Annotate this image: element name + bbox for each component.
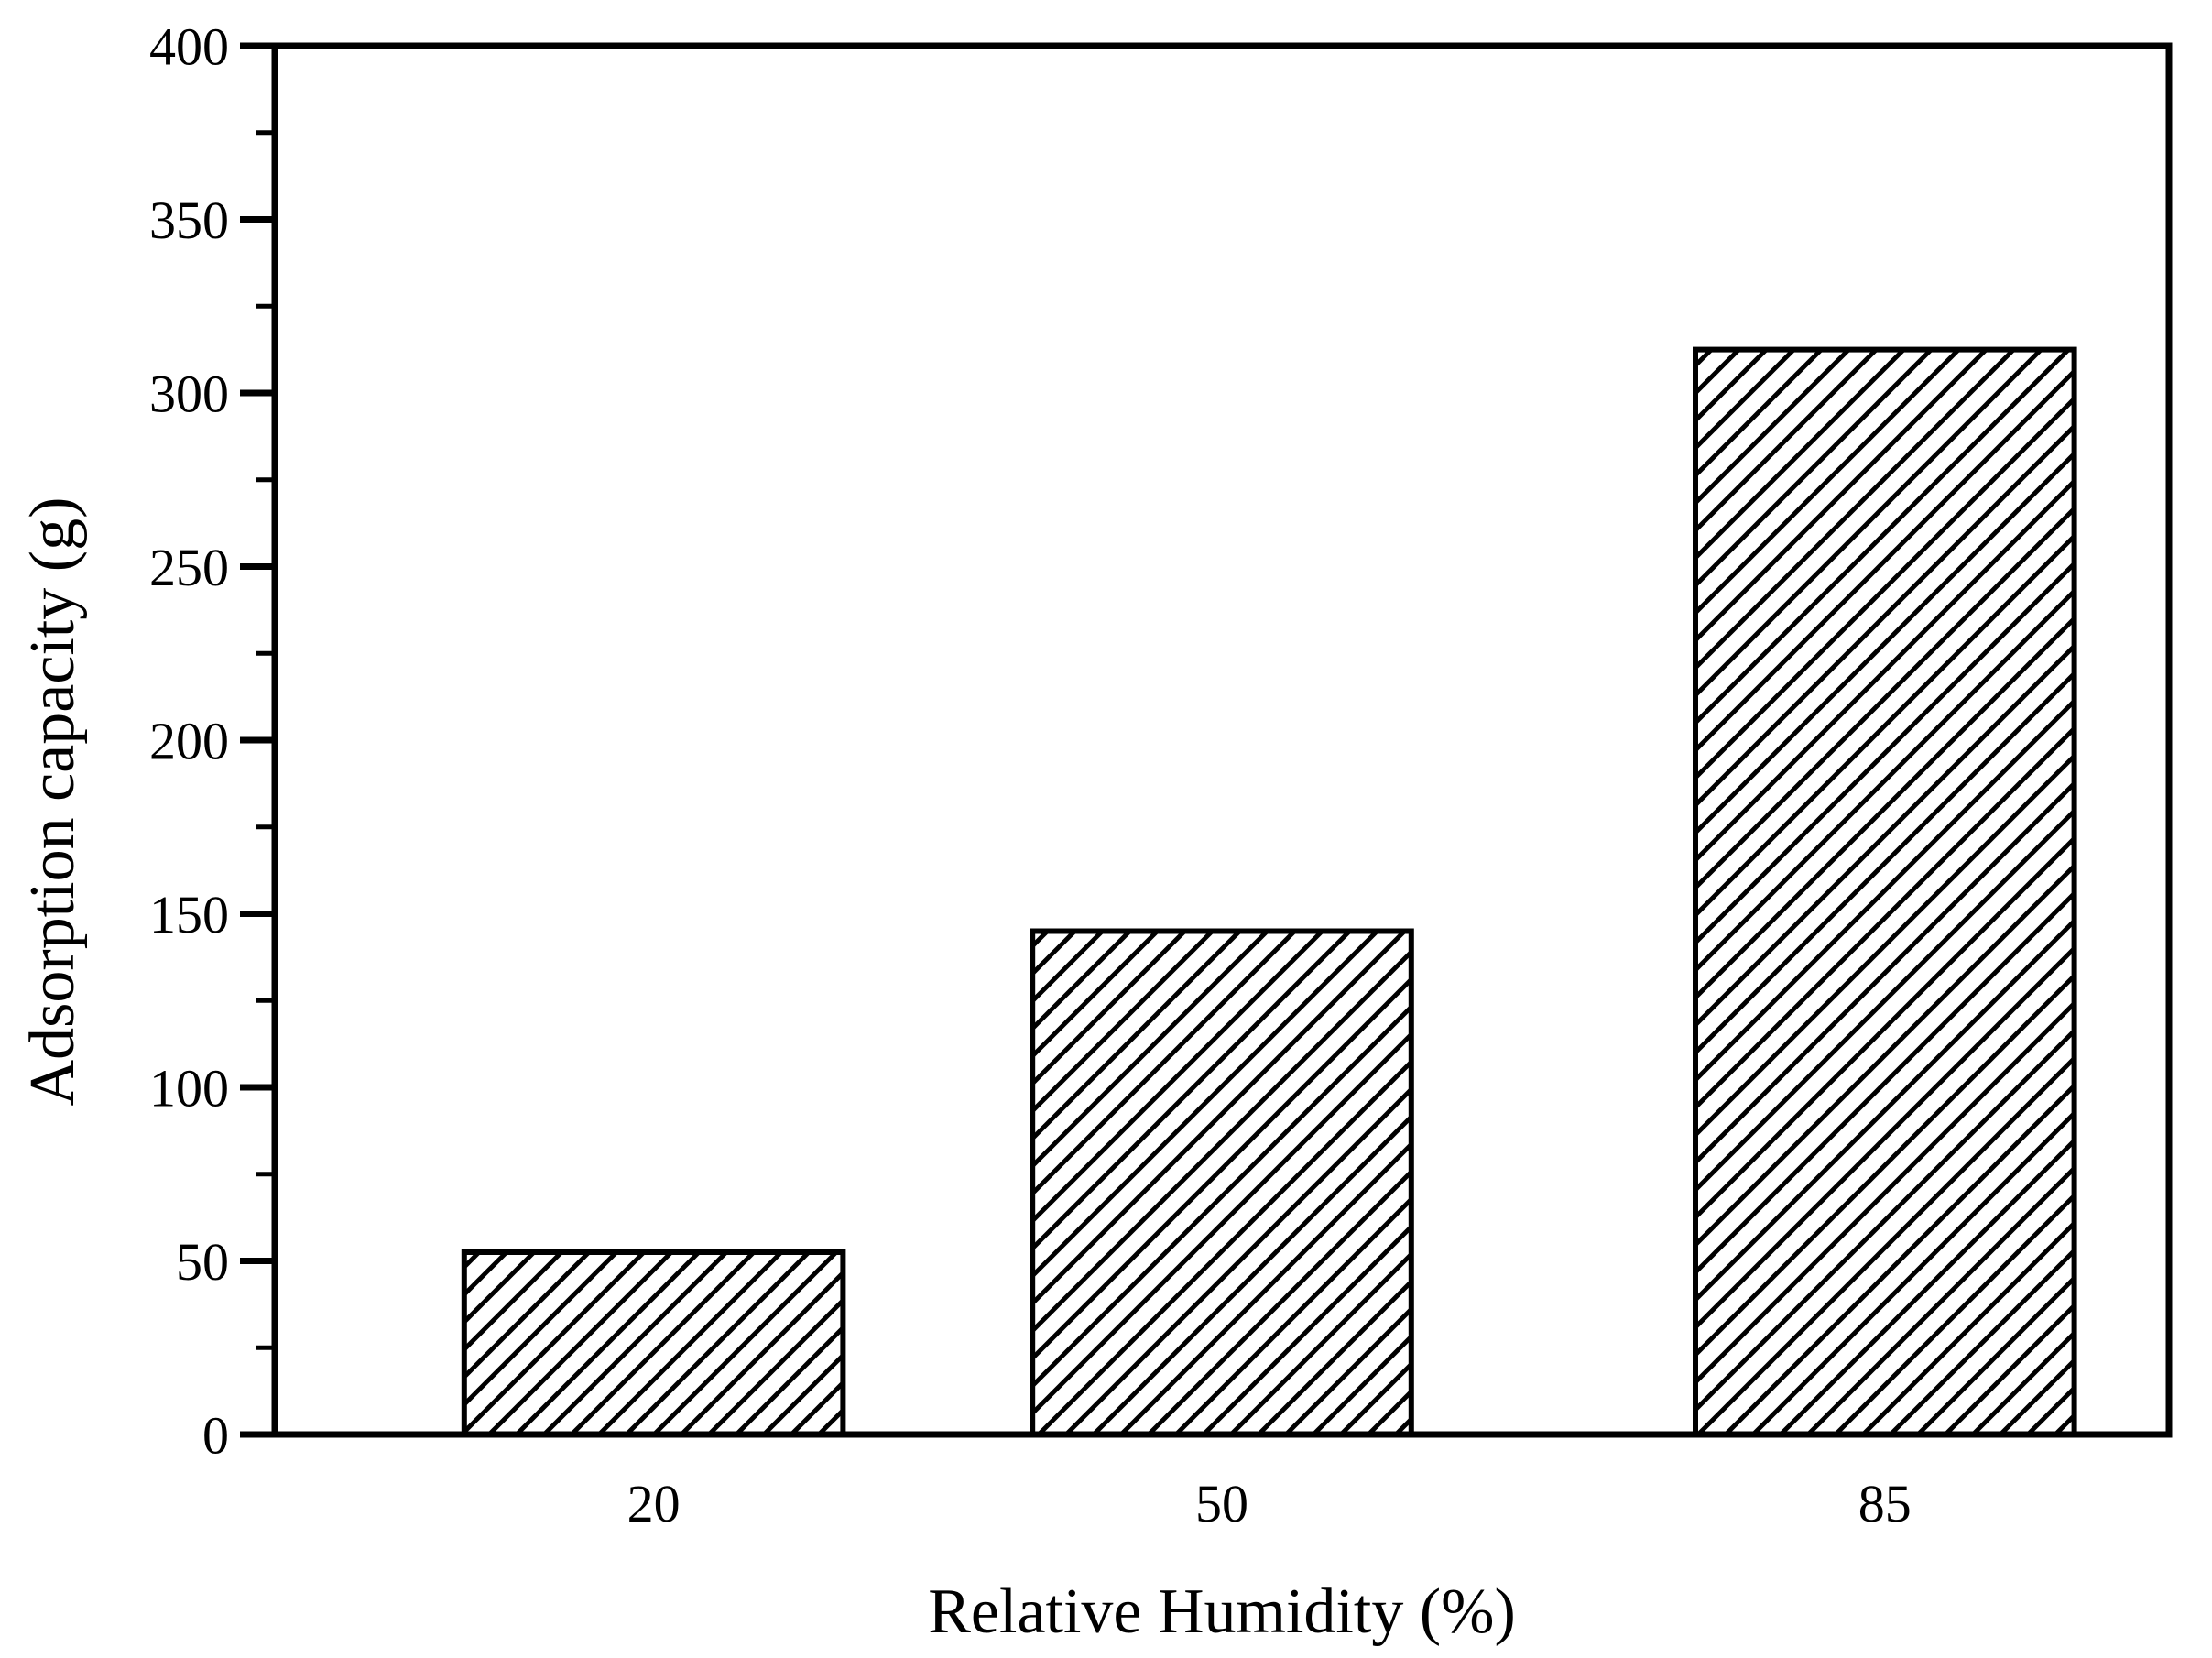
y-tick-label: 250 [149,538,229,597]
y-tick-label: 0 [202,1405,229,1465]
y-axis-title: Adsorption capacity (g) [17,497,88,1107]
y-tick-label: 400 [149,16,229,76]
y-tick-label: 200 [149,711,229,770]
x-tick-label: 85 [1858,1474,1912,1533]
y-tick-label: 150 [149,885,229,944]
x-tick-label: 20 [627,1474,681,1533]
plot-frame [271,42,2173,1438]
x-tick-label: 50 [1195,1474,1248,1533]
x-axis-title: Relative Humidity (%) [928,1576,1516,1647]
y-tick-label: 300 [149,364,229,423]
y-tick-label: 350 [149,191,229,250]
y-tick-label: 100 [149,1058,229,1118]
y-tick-label: 50 [176,1232,229,1292]
bar-20 [461,1249,846,1437]
bar-85 [1693,346,2077,1438]
bar-50 [1030,928,1414,1437]
plot-content: 0 50 100 150 200 250 300 350 400 20 50 85 [149,16,2077,1533]
